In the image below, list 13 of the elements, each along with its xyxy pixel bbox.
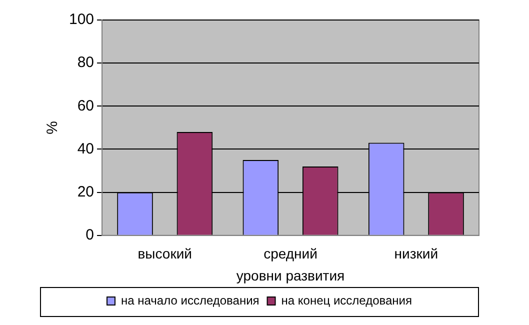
legend-label: на конец исследования	[281, 293, 412, 308]
y-tick-label: 100	[68, 11, 94, 28]
x-tick-label: средний	[264, 246, 318, 262]
y-tick-label: 60	[77, 97, 94, 114]
y-axis-title: %	[44, 121, 62, 134]
y-tick-label: 80	[77, 54, 94, 72]
x-tick-label: низкий	[394, 246, 438, 262]
y-tick-label: 40	[77, 140, 94, 158]
y-tick-label: 0	[86, 226, 94, 244]
legend-label: на начало исследования	[120, 293, 260, 308]
y-tick-label: 20	[77, 183, 94, 200]
x-axis-title: уровни развития	[236, 267, 345, 284]
x-tick-label: высокий	[138, 246, 192, 262]
